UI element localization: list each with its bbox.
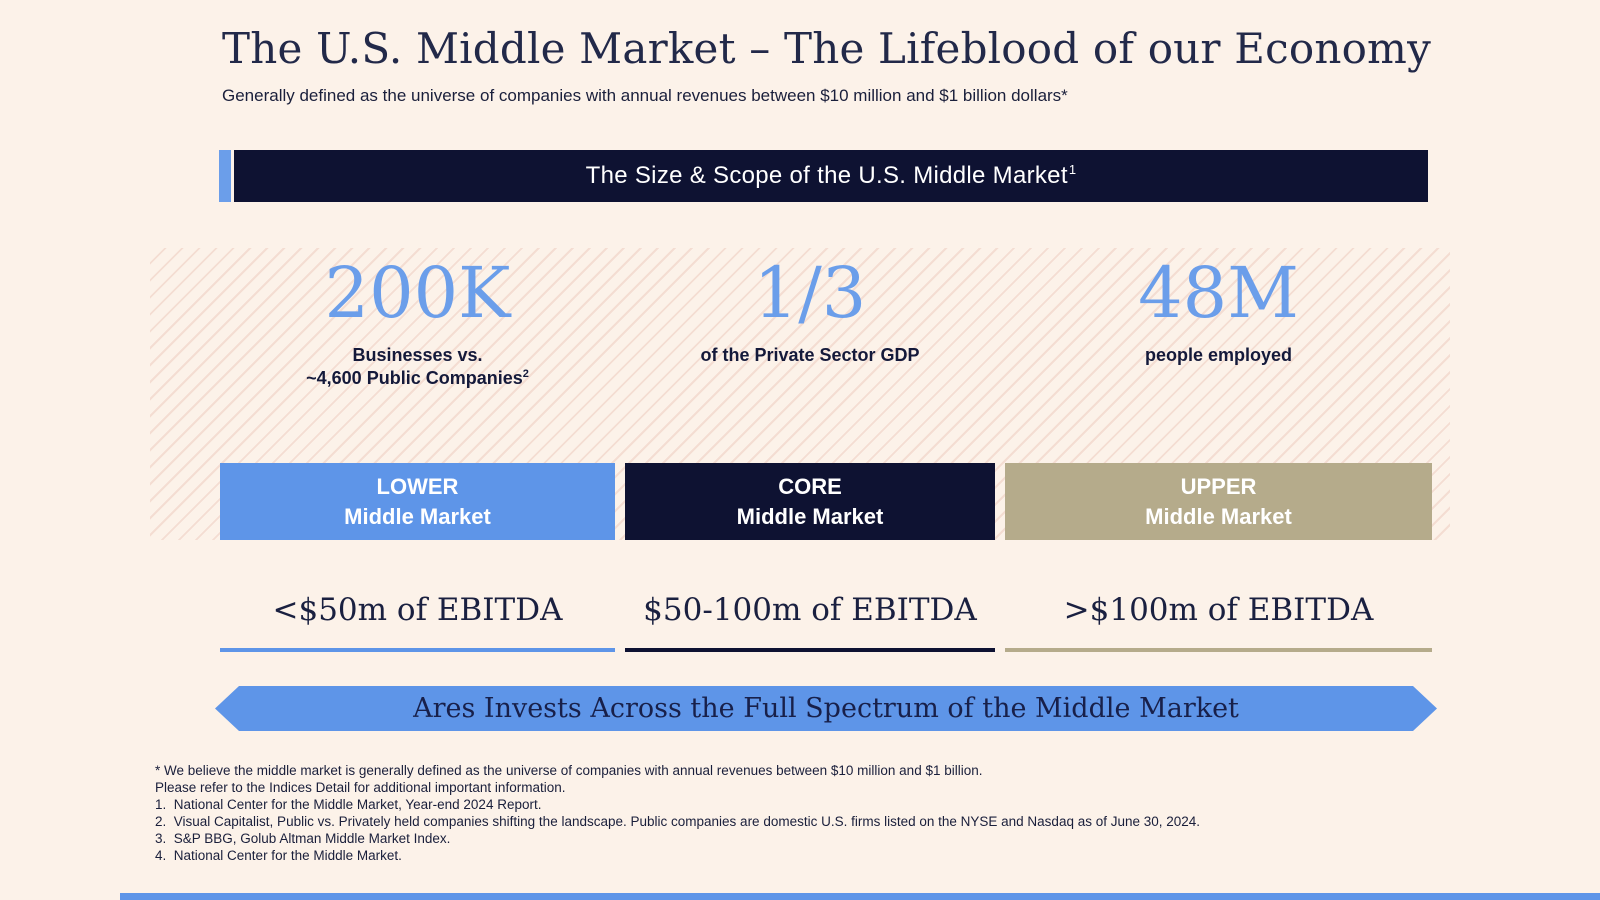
banner-footnote-superscript: 1 <box>1068 162 1077 177</box>
page-title: The U.S. Middle Market – The Lifeblood o… <box>222 24 1432 73</box>
segment-core-tier: CORE <box>778 473 842 499</box>
segment-lower-tier: LOWER <box>376 473 459 499</box>
spectrum-arrow-text: Ares Invests Across the Full Spectrum of… <box>413 693 1239 724</box>
footnote-indices-detail: Please refer to the Indices Detail for a… <box>155 780 566 795</box>
banner-left-accent-bar <box>219 150 231 202</box>
spectrum-arrow-banner: Ares Invests Across the Full Spectrum of… <box>215 686 1437 731</box>
footnote-2: 2. Visual Capitalist, Public vs. Private… <box>155 814 1201 829</box>
footnotes: * We believe the middle market is genera… <box>155 762 1475 864</box>
ebitda-range-core: $50-100m of EBITDA <box>643 592 977 628</box>
stat-businesses-superscript: 2 <box>522 367 529 380</box>
stat-gdp-value: 1/3 <box>753 252 867 334</box>
stat-employment: 48M people employed <box>1005 258 1432 367</box>
footnote-3: 3. S&P BBG, Golub Altman Middle Market I… <box>155 831 451 846</box>
stat-gdp-label: of the Private Sector GDP <box>700 345 920 365</box>
page-subtitle: Generally defined as the universe of com… <box>222 86 1068 105</box>
stat-employment-label: people employed <box>1144 345 1293 365</box>
footnote-asterisk: * We believe the middle market is genera… <box>155 763 983 778</box>
stat-employment-value: 48M <box>1138 252 1299 334</box>
segment-core-name: Middle Market <box>736 503 884 529</box>
ebitda-underline-upper <box>1005 648 1432 652</box>
segment-core-middle-market: CORE Middle Market <box>625 463 995 540</box>
segment-upper-name: Middle Market <box>1145 503 1292 529</box>
segment-lower-name: Middle Market <box>344 503 491 529</box>
section-banner: The Size & Scope of the U.S. Middle Mark… <box>234 150 1428 202</box>
stat-businesses-label: Businesses vs. ~4,600 Public Companies2 <box>306 345 529 388</box>
stat-gdp: 1/3 of the Private Sector GDP <box>625 258 995 367</box>
segment-lower-middle-market: LOWER Middle Market <box>220 463 615 540</box>
segment-upper-middle-market: UPPER Middle Market <box>1005 463 1432 540</box>
footnote-1: 1. National Center for the Middle Market… <box>155 797 542 812</box>
ebitda-range-lower: <$50m of EBITDA <box>272 592 563 628</box>
ebitda-underline-core <box>625 648 995 652</box>
ebitda-range-upper: >$100m of EBITDA <box>1063 592 1374 628</box>
segment-upper-tier: UPPER <box>1180 473 1257 499</box>
bottom-accent-bar <box>120 893 1600 900</box>
footnote-4: 4. National Center for the Middle Market… <box>155 848 402 863</box>
section-banner-text: The Size & Scope of the U.S. Middle Mark… <box>585 162 1077 189</box>
ebitda-underline-lower <box>220 648 615 652</box>
stat-businesses-value: 200K <box>324 252 511 334</box>
stat-businesses: 200K Businesses vs. ~4,600 Public Compan… <box>220 258 615 389</box>
